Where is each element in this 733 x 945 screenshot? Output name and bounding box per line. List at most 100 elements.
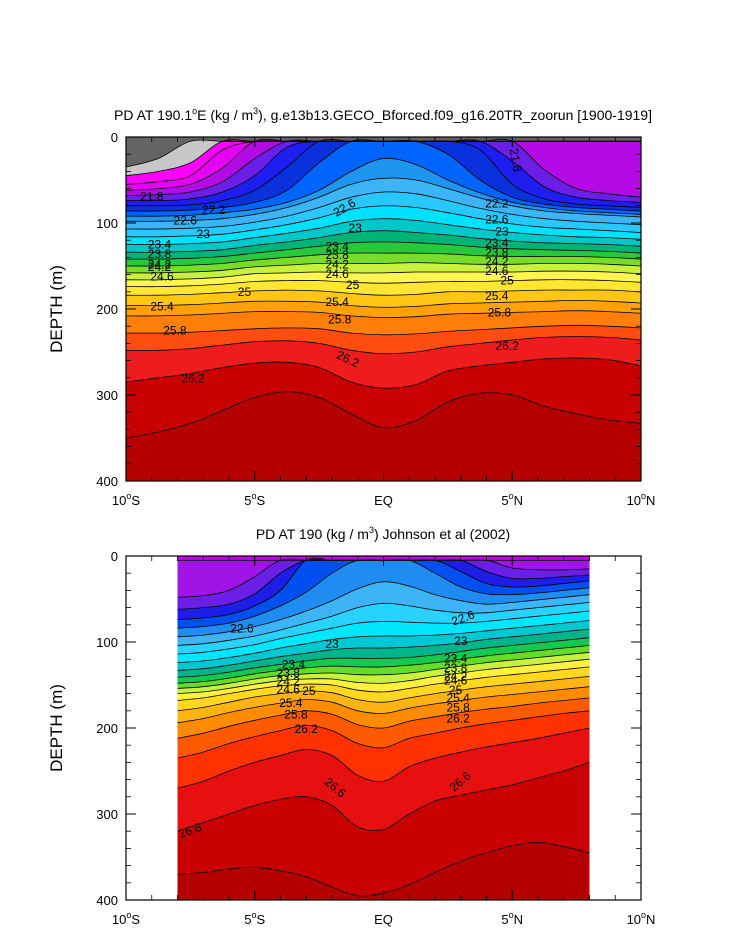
contour-line: [126, 357, 641, 389]
contour-line: [126, 218, 641, 245]
x-tick-degree: o: [509, 910, 514, 920]
contour-line: [126, 336, 641, 355]
x-tick-label: 10oS: [112, 491, 140, 508]
contour-label: 22.2: [202, 203, 226, 217]
y-tick-label: 300: [96, 807, 118, 822]
contour-line: [126, 252, 641, 267]
x-tick-value: EQ: [374, 912, 393, 927]
contour-label: 24.6: [150, 269, 174, 283]
contour-line: [177, 697, 590, 739]
contour-line: [126, 289, 641, 296]
contour-line: [126, 324, 641, 336]
y-tick-label: 400: [96, 893, 118, 908]
contour-label: 24.2: [485, 255, 509, 269]
contour-line: [177, 710, 590, 759]
x-tick-value: 10: [112, 912, 126, 927]
contour-label: 26.2: [495, 339, 519, 353]
contour-label: 23: [348, 221, 362, 235]
chart-title: PD AT 190.1oE (kg / m3), g.e13b13.GECO_B…: [114, 106, 652, 123]
x-tick-degree: o: [252, 910, 257, 920]
contour-label: 25: [238, 285, 252, 299]
contour-label: 24.2: [325, 257, 349, 271]
contour-line: [126, 262, 641, 274]
chart-title-part: ), g.e13b13.GECO_Bforced.f09_g16.20TR_zo…: [258, 107, 652, 123]
contour-label: 25.4: [325, 295, 349, 309]
chart-title-part: PD AT 190.1: [114, 107, 192, 123]
contour-band: [126, 137, 641, 198]
contour-line: [177, 628, 590, 671]
x-tick-label: 10oS: [112, 910, 140, 927]
x-tick-value: 10: [112, 493, 126, 508]
x-tick-value: 10: [627, 912, 641, 927]
contour-label: 24.6: [485, 264, 509, 278]
contour-label: 23: [325, 637, 339, 651]
x-tick-value: 10: [627, 493, 641, 508]
contour-line: [177, 658, 590, 694]
contour-label: 23.4: [282, 657, 306, 671]
contour-line: [126, 191, 641, 230]
x-tick-label: 10oN: [627, 491, 656, 508]
contour-fills: [126, 137, 641, 481]
contour-line: [177, 686, 590, 724]
contour-label: 24.6: [277, 682, 301, 696]
x-tick-degree: o: [641, 910, 646, 920]
contour-label: 23.8: [444, 661, 468, 675]
contour-label: 25.8: [284, 707, 308, 721]
contour-line: [177, 651, 590, 689]
x-tick-degree: o: [641, 491, 646, 501]
x-tick-degree: o: [126, 491, 131, 501]
contour-label: 24.2: [444, 669, 468, 683]
x-tick-hemisphere: N: [646, 493, 655, 508]
contour-label: 23.4: [485, 236, 509, 250]
contour-line: [126, 205, 641, 238]
contour-label: 24.6: [325, 267, 349, 281]
contour-line: [177, 610, 590, 655]
chart-title-part: 3: [253, 106, 258, 116]
x-tick-label: EQ: [374, 912, 393, 927]
contour-label: 25: [449, 683, 463, 697]
x-tick-hemisphere: S: [131, 912, 140, 927]
x-tick-label: 5oN: [501, 491, 523, 508]
contour-label: 25.8: [446, 700, 470, 714]
y-tick-label: 100: [96, 635, 118, 650]
contour-line: [177, 602, 590, 646]
chart-title-part: 3: [369, 525, 374, 535]
x-tick-label: 5oN: [501, 910, 523, 927]
contour-label: 25.4: [150, 299, 174, 313]
contour-line: [177, 645, 590, 684]
contour-label: 22.2: [485, 196, 509, 210]
chart-title-part: ) Johnson et al (2002): [374, 526, 510, 542]
x-tick-hemisphere: N: [646, 912, 655, 927]
x-tick-hemisphere: S: [131, 493, 140, 508]
contour-line: [126, 310, 641, 319]
y-tick-label: 100: [96, 216, 118, 231]
contour-label: 24.2: [148, 257, 172, 271]
y-axis-label: DEPTH (m): [47, 265, 66, 353]
contour-line: [126, 241, 641, 260]
contour-line: [126, 177, 641, 222]
contour-label: 22.6: [485, 213, 509, 227]
contour-label: 21.8: [140, 189, 164, 203]
x-tick-value: 5: [501, 912, 508, 927]
x-tick-value: EQ: [374, 493, 393, 508]
x-tick-degree: o: [509, 491, 514, 501]
contour-label: 26.2: [181, 372, 205, 386]
contour-label: 25.8: [328, 312, 352, 326]
y-axis-label: DEPTH (m): [47, 684, 66, 772]
contour-label: 24.2: [277, 675, 301, 689]
chart-title-part: PD AT 190 (kg / m: [256, 526, 369, 542]
x-tick-degree: o: [252, 491, 257, 501]
contour-label: 22.6: [230, 621, 254, 635]
x-tick-value: 5: [244, 912, 251, 927]
contour-line: [126, 230, 641, 253]
y-tick-label: 400: [96, 474, 118, 489]
contour-label: 23: [454, 634, 468, 648]
x-tick-hemisphere: N: [514, 493, 523, 508]
x-tick-hemisphere: N: [514, 912, 523, 927]
x-tick-label: 10oN: [627, 910, 656, 927]
y-tick-label: 0: [111, 549, 118, 564]
x-tick-value: 5: [501, 493, 508, 508]
contour-label: 24.6: [444, 674, 468, 688]
contour-line: [177, 637, 590, 678]
x-tick-label: 5oS: [244, 910, 265, 927]
